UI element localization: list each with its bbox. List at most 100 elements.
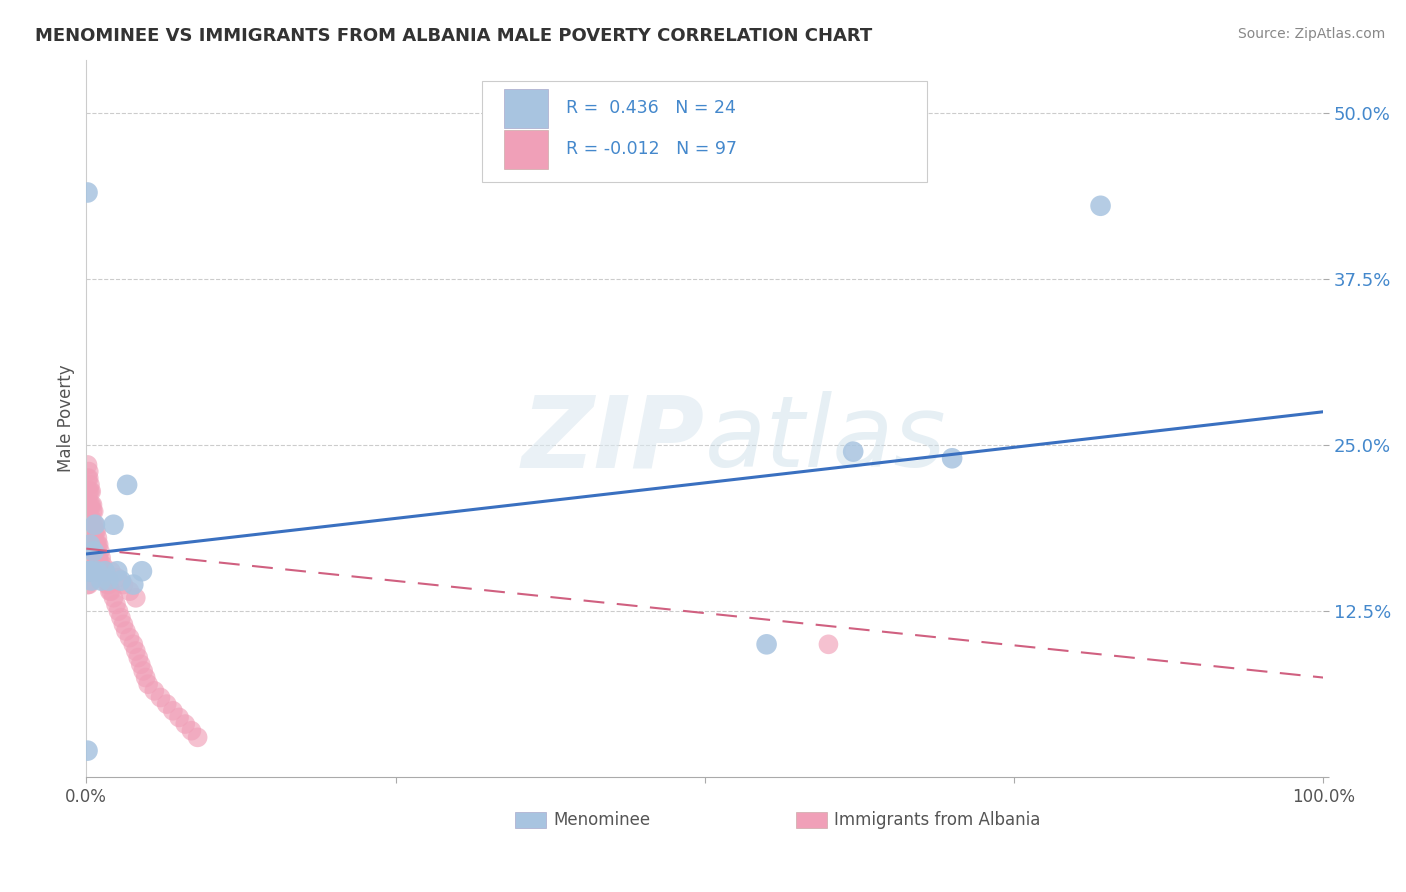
Point bbox=[79, 538, 101, 552]
Point bbox=[103, 591, 125, 605]
Point bbox=[84, 538, 107, 552]
Point bbox=[83, 544, 105, 558]
Point bbox=[84, 524, 107, 539]
Point bbox=[80, 484, 103, 499]
Point bbox=[86, 531, 108, 545]
Point bbox=[76, 564, 98, 578]
Point bbox=[107, 604, 129, 618]
Point bbox=[96, 577, 118, 591]
Point bbox=[79, 484, 101, 499]
Point bbox=[122, 577, 145, 591]
Point bbox=[76, 538, 98, 552]
Point bbox=[82, 498, 104, 512]
Point bbox=[83, 544, 105, 558]
Point bbox=[98, 584, 121, 599]
Text: R =  0.436   N = 24: R = 0.436 N = 24 bbox=[567, 99, 737, 118]
Point bbox=[118, 584, 141, 599]
Point bbox=[76, 744, 98, 758]
Point bbox=[83, 517, 105, 532]
Point bbox=[105, 564, 128, 578]
Point bbox=[84, 524, 107, 539]
Point bbox=[755, 637, 778, 651]
Point bbox=[80, 551, 103, 566]
Point bbox=[86, 538, 108, 552]
Point bbox=[132, 664, 155, 678]
Point bbox=[76, 551, 98, 566]
Point bbox=[79, 511, 101, 525]
Point bbox=[79, 524, 101, 539]
Text: Menominee: Menominee bbox=[553, 811, 650, 829]
Point bbox=[97, 574, 120, 588]
Point bbox=[80, 524, 103, 539]
Point bbox=[125, 644, 148, 658]
Point bbox=[77, 471, 100, 485]
Point bbox=[79, 498, 101, 512]
Point bbox=[167, 710, 190, 724]
Point bbox=[87, 538, 110, 552]
Point bbox=[90, 564, 112, 578]
Point bbox=[93, 564, 115, 578]
Point bbox=[79, 551, 101, 566]
Point bbox=[122, 637, 145, 651]
Point bbox=[79, 564, 101, 578]
Point bbox=[84, 517, 107, 532]
Point bbox=[76, 511, 98, 525]
Point bbox=[91, 558, 114, 572]
Point bbox=[174, 717, 197, 731]
Point bbox=[112, 577, 135, 591]
Point bbox=[80, 538, 103, 552]
Point bbox=[79, 564, 101, 578]
Point bbox=[77, 577, 100, 591]
Text: atlas: atlas bbox=[704, 392, 946, 489]
Point bbox=[76, 484, 98, 499]
Point bbox=[143, 683, 166, 698]
Point bbox=[97, 577, 120, 591]
Point bbox=[89, 544, 111, 558]
Point bbox=[90, 551, 112, 566]
Point bbox=[76, 471, 98, 485]
Point bbox=[80, 498, 103, 512]
Point bbox=[82, 517, 104, 532]
Point bbox=[131, 564, 153, 578]
Text: Source: ZipAtlas.com: Source: ZipAtlas.com bbox=[1237, 27, 1385, 41]
Point bbox=[118, 631, 141, 645]
Point bbox=[77, 498, 100, 512]
Point bbox=[82, 531, 104, 545]
Point bbox=[82, 558, 104, 572]
Point bbox=[103, 517, 125, 532]
Point bbox=[817, 637, 839, 651]
Point bbox=[135, 671, 157, 685]
Point bbox=[76, 186, 98, 200]
Point bbox=[84, 551, 107, 566]
Point bbox=[180, 723, 202, 738]
Point bbox=[94, 571, 117, 585]
Point bbox=[83, 558, 105, 572]
Point bbox=[77, 524, 100, 539]
Point bbox=[82, 564, 104, 578]
Point bbox=[76, 498, 98, 512]
Text: R = -0.012   N = 97: R = -0.012 N = 97 bbox=[567, 140, 737, 158]
Point bbox=[842, 444, 865, 458]
Point bbox=[77, 551, 100, 566]
Point bbox=[82, 544, 104, 558]
Point bbox=[136, 677, 159, 691]
Text: Immigrants from Albania: Immigrants from Albania bbox=[834, 811, 1040, 829]
Point bbox=[82, 504, 104, 518]
Point bbox=[80, 574, 103, 588]
Point bbox=[94, 571, 117, 585]
Point bbox=[156, 697, 179, 711]
Point bbox=[77, 511, 100, 525]
Point bbox=[87, 551, 110, 566]
Text: MENOMINEE VS IMMIGRANTS FROM ALBANIA MALE POVERTY CORRELATION CHART: MENOMINEE VS IMMIGRANTS FROM ALBANIA MAL… bbox=[35, 27, 872, 45]
Point bbox=[1090, 199, 1112, 213]
Point bbox=[187, 731, 209, 745]
Point bbox=[105, 571, 128, 585]
Point bbox=[86, 551, 108, 566]
Point bbox=[79, 538, 101, 552]
Point bbox=[83, 531, 105, 545]
Point bbox=[77, 465, 100, 479]
Point bbox=[86, 564, 108, 578]
Point bbox=[80, 511, 103, 525]
Point bbox=[76, 458, 98, 472]
FancyBboxPatch shape bbox=[505, 88, 548, 128]
